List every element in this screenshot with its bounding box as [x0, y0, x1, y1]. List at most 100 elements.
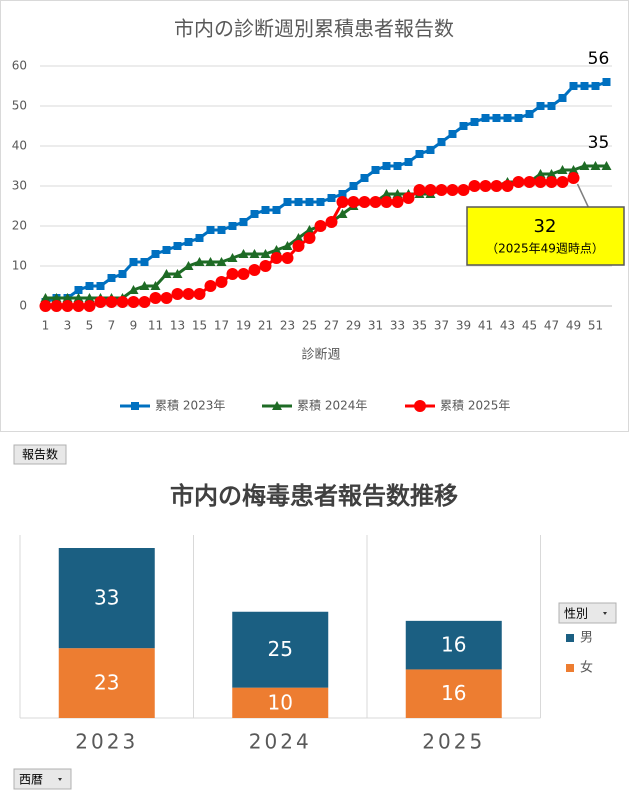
marker [590, 161, 601, 170]
marker [172, 269, 183, 278]
marker [85, 282, 94, 290]
marker [580, 82, 589, 90]
marker [336, 196, 349, 208]
legend-label: 女 [580, 660, 593, 676]
data-label: 16 [441, 633, 466, 657]
bar-segment [232, 611, 329, 688]
marker [536, 102, 545, 110]
x-axis-label: 診断週 [301, 347, 340, 363]
marker [535, 169, 546, 178]
marker [183, 261, 194, 270]
x-tick-label: 31 [368, 319, 383, 333]
marker [237, 268, 250, 280]
series-line [44, 80, 608, 304]
field-button[interactable] [13, 444, 67, 465]
marker [415, 150, 424, 158]
marker [96, 282, 105, 290]
marker [282, 241, 293, 250]
legend-label: 累積 2025年 [440, 398, 510, 413]
marker [380, 196, 393, 208]
marker [558, 94, 567, 102]
x-tick-label: 9 [130, 319, 138, 333]
field-button[interactable] [558, 602, 617, 624]
marker [293, 233, 304, 242]
marker [72, 300, 85, 312]
x-tick-label: 2024 [249, 730, 312, 754]
marker [360, 174, 369, 182]
legend-swatch [566, 664, 574, 672]
marker [51, 293, 62, 302]
marker [149, 292, 162, 304]
marker [381, 189, 392, 198]
marker [437, 138, 446, 146]
marker [194, 257, 205, 266]
marker [74, 286, 83, 294]
x-tick-label: 33 [390, 319, 405, 333]
marker [446, 184, 459, 196]
legend-title[interactable]: 性別 [564, 607, 588, 621]
marker [347, 196, 360, 208]
marker [272, 206, 281, 214]
marker [392, 189, 403, 198]
marker [249, 249, 260, 258]
marker [62, 293, 73, 302]
field-button-label[interactable]: 報告数 [22, 447, 58, 462]
x-tick-label: 21 [258, 319, 273, 333]
marker [260, 249, 271, 258]
dropdown-arrow[interactable] [58, 778, 62, 781]
field-button[interactable] [13, 768, 72, 790]
marker [481, 114, 490, 122]
marker [424, 184, 437, 196]
marker [393, 162, 402, 170]
marker [127, 296, 140, 308]
marker [204, 280, 217, 292]
marker [161, 269, 172, 278]
marker [131, 402, 139, 410]
marker [205, 257, 216, 266]
marker [182, 288, 195, 300]
x-tick-label: 5 [86, 319, 94, 333]
bar-segment [58, 548, 155, 649]
marker [259, 260, 272, 272]
x-tick-label: 27 [324, 319, 339, 333]
chart-title: 市内の梅毒患者報告数推移 [170, 482, 458, 510]
x-tick-label: 47 [544, 319, 559, 333]
marker [547, 102, 556, 110]
marker [316, 198, 325, 206]
marker [193, 288, 206, 300]
marker [105, 296, 118, 308]
marker [271, 245, 282, 254]
x-tick-label: 2025 [422, 730, 485, 754]
marker [523, 176, 536, 188]
marker [226, 268, 239, 280]
marker [503, 114, 512, 122]
marker [512, 176, 525, 188]
marker [567, 172, 580, 184]
marker [525, 110, 534, 118]
x-tick-label: 43 [500, 319, 515, 333]
marker [151, 250, 160, 258]
dropdown-arrow[interactable] [603, 612, 607, 615]
callout-note: （2025年49週時点） [486, 242, 604, 256]
marker [492, 114, 501, 122]
y-tick-label: 60 [12, 59, 27, 73]
marker [270, 252, 283, 264]
marker [358, 196, 371, 208]
x-tick-label: 25 [302, 319, 317, 333]
marker [107, 274, 116, 282]
marker [94, 296, 107, 308]
bar-segment [58, 648, 155, 718]
data-label: 35 [588, 133, 610, 153]
marker [138, 296, 151, 308]
data-label: 25 [268, 637, 293, 661]
marker [50, 300, 63, 312]
marker [404, 158, 413, 166]
y-tick-label: 50 [12, 99, 27, 113]
marker [545, 176, 558, 188]
data-label: 10 [268, 690, 293, 714]
marker [413, 184, 426, 196]
field-button-label[interactable]: 西暦 [19, 773, 43, 787]
marker [305, 198, 314, 206]
marker [238, 249, 249, 258]
x-tick-label: 35 [412, 319, 427, 333]
